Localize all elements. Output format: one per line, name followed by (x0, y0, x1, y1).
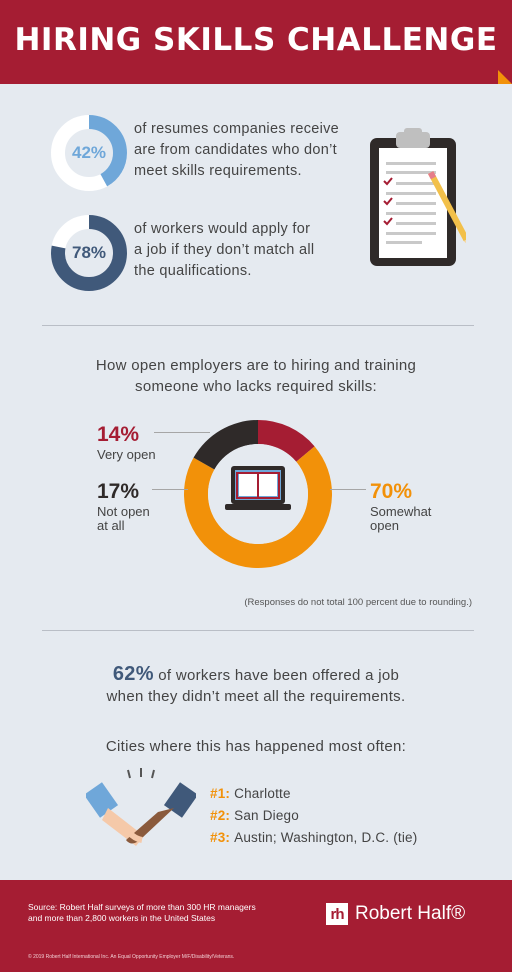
section-divider (42, 325, 474, 326)
stat-ring-42: 42% (50, 114, 128, 192)
brand-name: Robert Half® (355, 903, 466, 924)
city-name: Charlotte (234, 786, 291, 801)
robert-half-logo: rh Robert Half® (326, 902, 465, 926)
stat-text-line: meet skills requirements. (134, 163, 302, 179)
offered-stat: 62% of workers have been offered a job w… (0, 664, 512, 707)
stat-text-workers: of workers would apply for a job if they… (134, 219, 314, 282)
openness-heading: How open employers are to hiring and tra… (0, 355, 512, 397)
city-item-3: #3: Austin; Washington, D.C. (tie) (210, 830, 417, 845)
copyright-text: © 2019 Robert Half International Inc. An… (28, 954, 235, 960)
label-line: Somewhat (370, 504, 432, 519)
donut-slice-somewhat-open (184, 446, 332, 568)
not-open-pct: 17% (97, 480, 140, 503)
rh-logo-icon: rh (326, 903, 348, 925)
city-rank: #1: (210, 786, 231, 801)
city-rank: #2: (210, 808, 231, 823)
source-line: Source: Robert Half surveys of more than… (28, 902, 256, 912)
label-line: open (370, 518, 399, 533)
leader-line (152, 489, 188, 490)
somewhat-open-pct: 70% (370, 480, 413, 503)
source-line: and more than 2,800 workers in the Unite… (28, 913, 216, 923)
not-open-label: Not open at all (97, 505, 150, 533)
section-divider (42, 630, 474, 631)
city-rank: #3: (210, 830, 231, 845)
stat-text-line: of workers would apply for (134, 221, 311, 237)
offered-value: 62% (112, 663, 154, 685)
stat-ring-78: 78% (50, 214, 128, 292)
donut-slice-not-open-at-all (193, 420, 258, 470)
city-item-1: #1: Charlotte (210, 786, 291, 801)
clipboard-icon (370, 128, 466, 266)
stat-text-line: of resumes companies receive (134, 121, 340, 137)
offered-line-1: 62% of workers have been offered a job (0, 664, 512, 686)
city-name: Austin; Washington, D.C. (tie) (234, 830, 418, 845)
city-name: San Diego (234, 808, 299, 823)
stat-value-78: 78% (71, 243, 107, 262)
laptop-book-icon (225, 466, 291, 510)
stat-text-line: are from candidates who don’t (134, 142, 337, 158)
label-line: at all (97, 518, 125, 533)
source-note: Source: Robert Half surveys of more than… (28, 902, 288, 924)
heading-line: How open employers are to hiring and tra… (95, 357, 417, 374)
cities-heading: Cities where this has happened most ofte… (105, 738, 407, 755)
very-open-pct: 14% (97, 423, 140, 446)
rounding-note: (Responses do not total 100 percent due … (244, 597, 472, 608)
donut-slice-very-open (258, 420, 315, 462)
offered-line-2: when they didn’t meet all the requiremen… (106, 688, 406, 705)
header-banner: HIRING SKILLS CHALLENGE (0, 0, 512, 84)
footer: Source: Robert Half surveys of more than… (0, 880, 512, 972)
page-title: HIRING SKILLS CHALLENGE (14, 22, 498, 58)
stat-text-line: the qualifications. (134, 263, 252, 279)
stat-value-42: 42% (71, 143, 107, 162)
city-item-2: #2: San Diego (210, 808, 299, 823)
leader-line (330, 489, 366, 490)
handshake-icon (86, 768, 196, 846)
stat-text-resumes: of resumes companies receive are from ca… (134, 119, 339, 182)
corner-fold-accent (498, 70, 512, 84)
heading-line: someone who lacks required skills: (135, 378, 377, 395)
very-open-label: Very open (97, 447, 156, 462)
offered-text: of workers have been offered a job (153, 667, 400, 684)
somewhat-open-label: Somewhat open (370, 505, 431, 533)
stat-text-line: a job if they don’t match all (134, 242, 315, 258)
label-line: Not open (97, 504, 150, 519)
leader-line (154, 432, 210, 433)
